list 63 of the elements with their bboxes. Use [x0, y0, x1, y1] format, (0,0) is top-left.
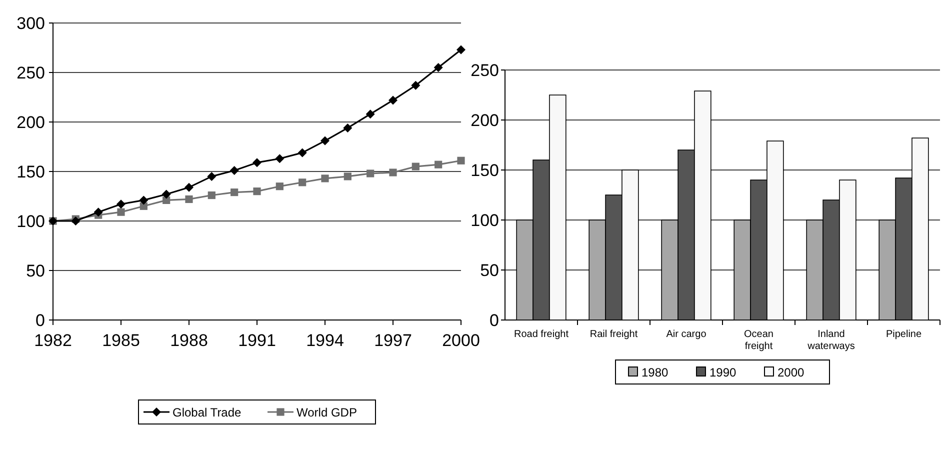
point [298, 178, 306, 186]
y-tick-label: 150 [470, 161, 499, 180]
x-tick-label: 1985 [102, 331, 140, 350]
y-tick-label: 150 [16, 162, 45, 182]
y-tick-label: 0 [490, 311, 499, 330]
point [275, 154, 284, 164]
y-tick-label: 250 [470, 61, 499, 80]
point [366, 170, 374, 178]
point [434, 63, 443, 72]
point [434, 160, 442, 168]
y-tick-label: 100 [16, 212, 45, 231]
point [71, 216, 80, 226]
point [389, 168, 397, 176]
point [117, 208, 125, 216]
y-tick-label: 200 [16, 113, 45, 132]
x-tick-label: Rail freight [590, 329, 638, 340]
y-tick-label: 50 [480, 261, 499, 280]
point [139, 196, 148, 205]
x-tick-label: Inland waterways [806, 329, 855, 352]
point [94, 208, 103, 217]
x-tick-label: 1994 [306, 331, 344, 350]
point [185, 195, 193, 204]
x-tick-label: Road freight [514, 329, 569, 340]
x-tick-label: 1982 [34, 331, 72, 350]
point [321, 174, 329, 182]
x-tick-label: Air cargo [666, 329, 707, 340]
x-tick-label: Pipeline [886, 329, 922, 340]
point [412, 162, 420, 170]
y-tick-label: 250 [16, 64, 45, 82]
x-tick-label: Ocean freight [744, 329, 774, 352]
point [253, 188, 261, 196]
legend-label: 2000 [778, 366, 805, 380]
point [162, 190, 171, 199]
point [207, 172, 216, 181]
point [457, 156, 465, 164]
point [184, 182, 194, 192]
point [116, 200, 126, 209]
x-tick-label: 1991 [238, 331, 276, 350]
point [344, 172, 352, 180]
y-tick-label: 0 [36, 311, 45, 330]
y-tick-label: 200 [470, 111, 499, 130]
point [411, 80, 420, 90]
point [252, 158, 262, 168]
x-tick-label: 1988 [170, 331, 208, 350]
x-tick-label: 1997 [374, 331, 412, 350]
legend-label: 1990 [710, 366, 737, 380]
legend-label: Global Trade [172, 406, 242, 420]
y-tick-label: 300 [16, 14, 45, 33]
point [366, 110, 375, 119]
point [230, 166, 239, 176]
y-tick-label: 100 [470, 211, 499, 230]
y-tick-label: 50 [26, 262, 45, 280]
point [230, 188, 238, 196]
legend-label: 1980 [642, 366, 669, 380]
point [320, 136, 330, 146]
point [456, 45, 466, 54]
point [276, 182, 284, 190]
legend-label: World GDP [296, 406, 357, 420]
point [208, 191, 216, 200]
point [298, 148, 307, 158]
point [388, 96, 398, 105]
point [343, 123, 352, 132]
x-tick-label: 2000 [442, 331, 480, 350]
